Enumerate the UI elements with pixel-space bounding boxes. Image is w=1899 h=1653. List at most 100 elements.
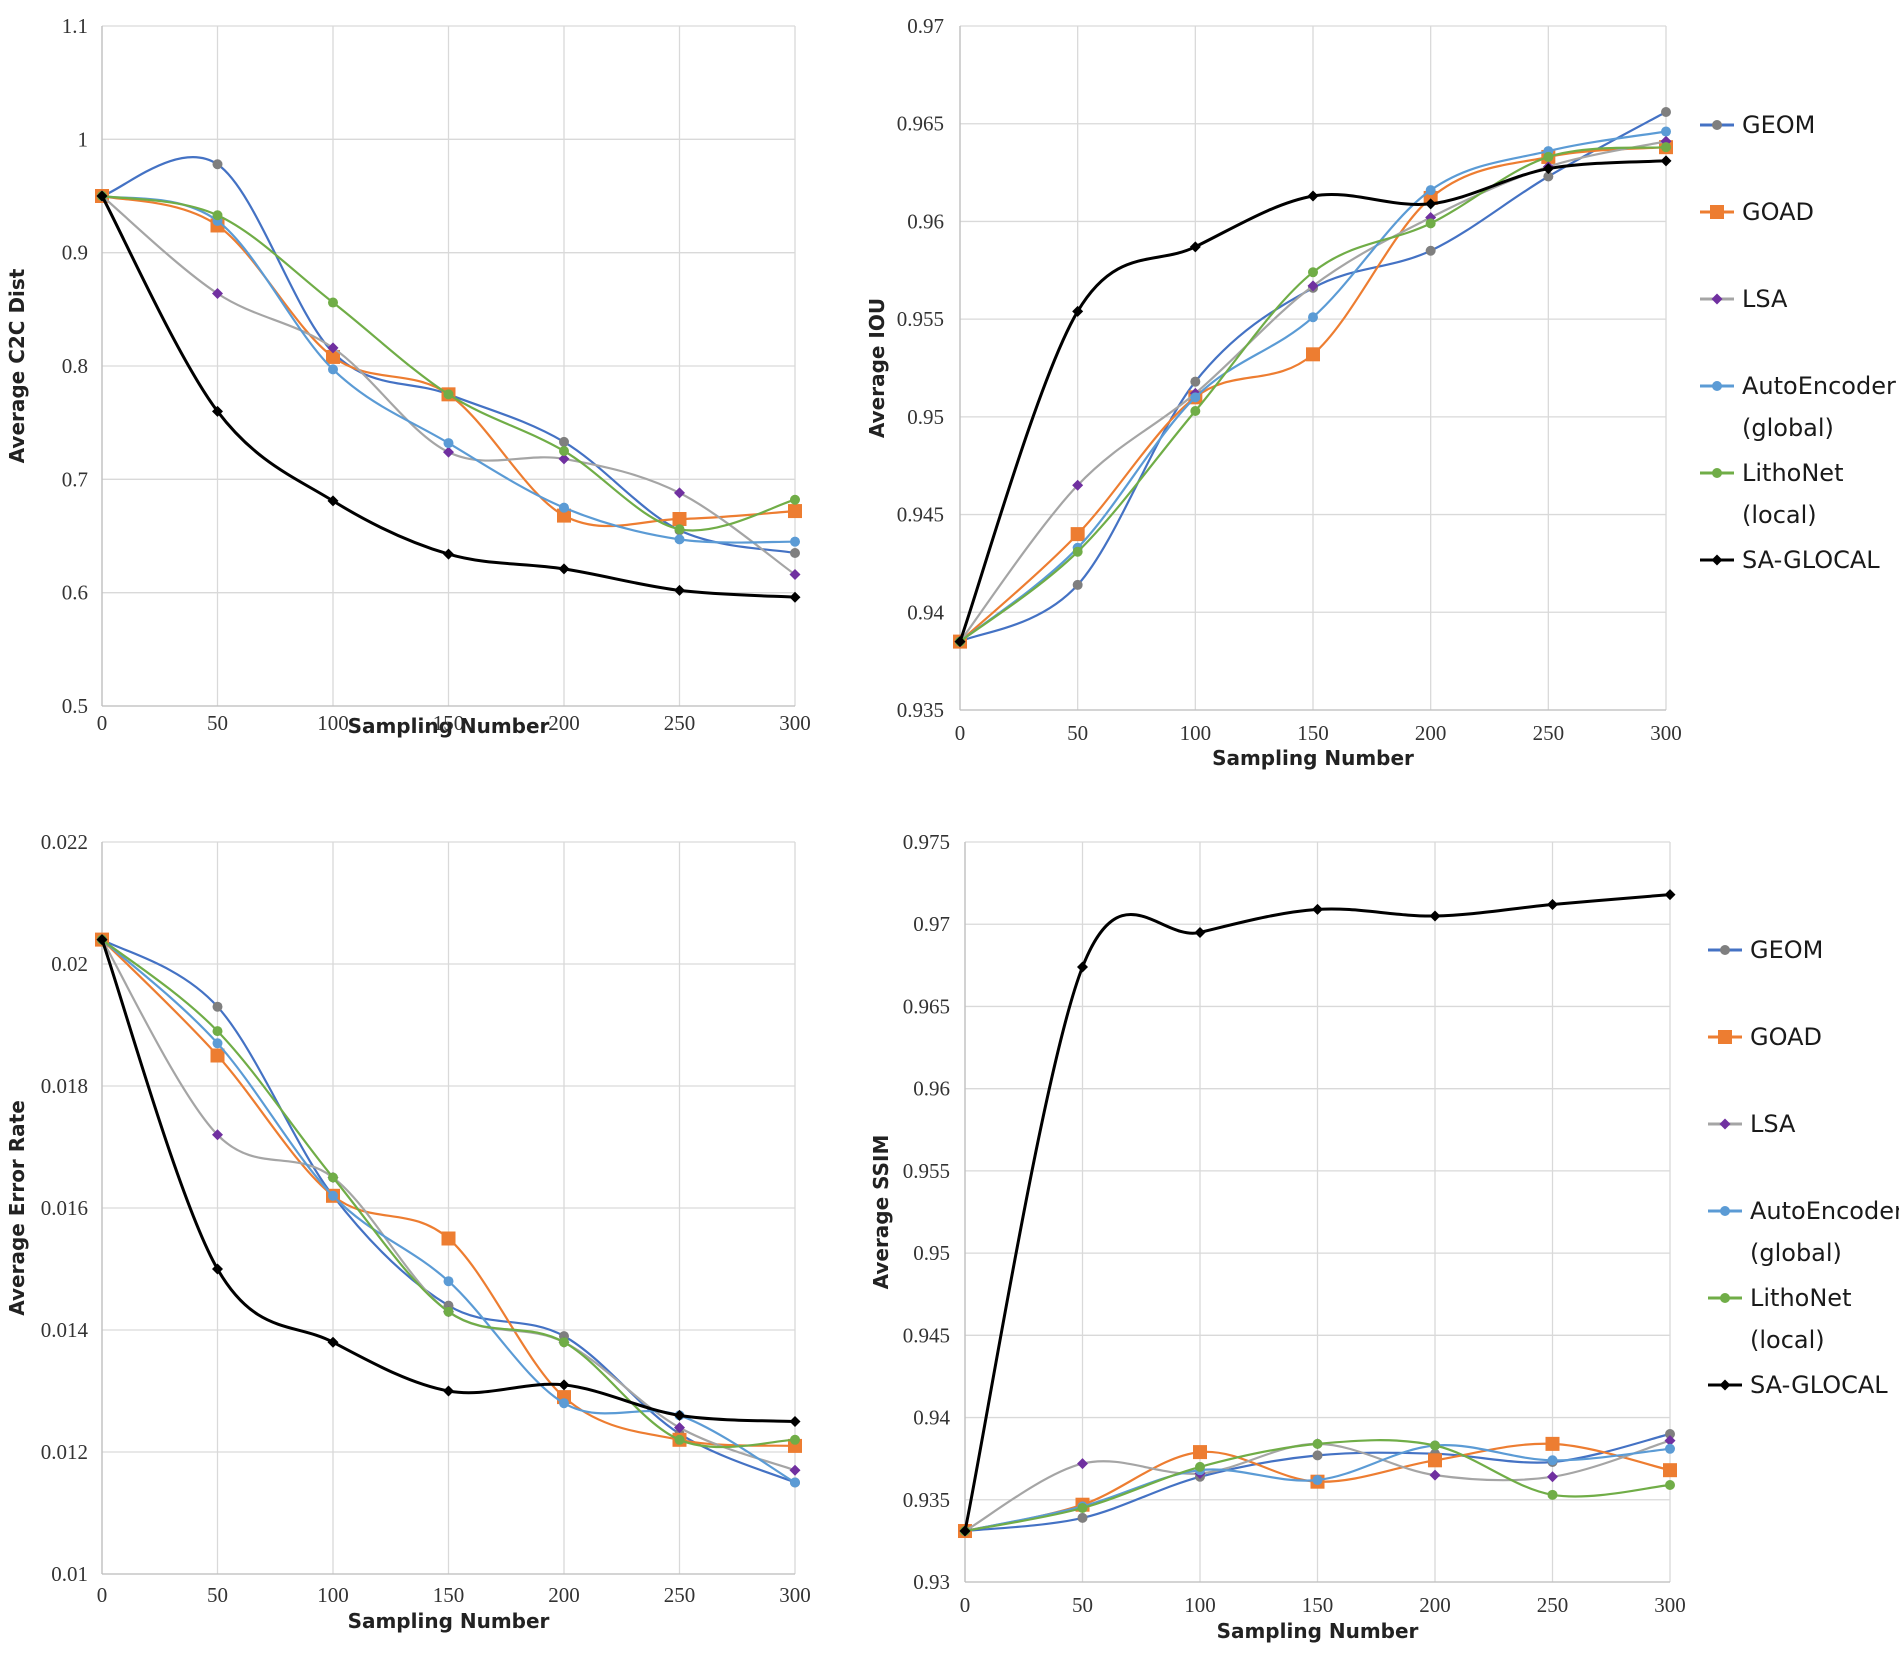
data-point [327,1336,339,1348]
data-point [790,1434,800,1445]
x-tick-label: 250 [664,711,696,735]
x-axis-title: Sampling Number [1217,1619,1419,1643]
x-tick-label: 250 [664,1583,696,1607]
data-point [1072,546,1083,557]
data-point [1661,126,1671,137]
data-point [559,1398,569,1409]
legend-swatch-marker [1712,120,1722,130]
legend-swatch-marker [1718,1030,1732,1044]
legend-label: AutoEncoder (global) [1750,1197,1899,1267]
x-tick-label: 200 [548,1583,580,1607]
x-tick-label: 0 [955,721,966,745]
legend-label: GOAD [1742,198,1814,226]
data-point [1665,1429,1675,1439]
data-point [789,1416,801,1427]
data-point [1428,1453,1442,1468]
data-point [212,1129,223,1141]
data-point [212,159,223,170]
y-tick-label: 0.97 [907,14,944,38]
legend-item-autoencoder: AutoEncoder (global) [1700,372,1896,442]
legend-item-sa-glocal: SA-GLOCAL [1708,1371,1888,1399]
data-point [443,548,454,560]
data-point [790,536,800,547]
y-tick-label: 0.5 [62,694,88,718]
data-point [790,494,800,505]
ssim-chart: 0.93 0.935 0.94 0.945 0.95 0.955 0.96 0.965 0.97… [869,830,1899,1643]
y-tick-label: 0.018 [41,1074,88,1098]
legend-label: AutoEncoder (global) [1742,372,1896,442]
data-point [1308,267,1318,278]
data-point [674,1409,685,1421]
data-point [443,438,454,449]
data-point [1547,1455,1558,1466]
y-tick-label: 0.95 [913,1241,950,1265]
y-tick-label: 0.8 [62,354,88,378]
legend-label: SA-GLOCAL [1750,1371,1888,1399]
y-tick-label: 0.93 [913,1570,950,1594]
data-point [212,210,223,221]
legend-item-lsa: LSA [1700,285,1788,313]
legend-item-geom: GEOM [1708,936,1823,964]
data-point [1194,926,1206,938]
data-point [212,1038,223,1049]
data-point [443,1276,454,1287]
y-tick-label: 0.7 [62,467,88,491]
x-tick-label: 0 [960,1593,971,1617]
series-line [958,159,1667,643]
data-point [1543,171,1554,182]
data-point [1661,106,1671,117]
data-point [96,190,108,202]
data-point [674,534,685,545]
data-point [327,495,339,507]
data-point [1547,1471,1558,1483]
y-axis-title: Average C2C Dist [5,268,29,463]
legend-swatch-marker [1720,1293,1730,1303]
data-point [1308,312,1318,323]
y-tick-label: 1.1 [62,14,88,38]
y-tick-label: 0.94 [913,1406,950,1430]
y-tick-label: 0.012 [41,1440,88,1464]
x-tick-label: 150 [433,711,465,735]
x-tick-label: 100 [317,1583,349,1607]
data-point [1545,1436,1560,1451]
data-point [674,1434,685,1445]
y-axis-title: Average Error Rate [5,1100,29,1316]
legend: GEOM GOAD LSA AutoEncoder (global) LithoNet (l… [1708,936,1899,1399]
data-point [1312,1450,1323,1461]
legend-label: GOAD [1750,1023,1822,1051]
data-point [674,584,685,596]
data-point [212,1263,223,1275]
data-point [674,524,685,535]
y-tick-label: 1 [78,127,89,151]
x-tick-label: 200 [1419,1593,1451,1617]
data-point [557,508,571,523]
data-point [1307,280,1319,292]
legend-label: LithoNet (local) [1750,1284,1851,1354]
legend-swatch-marker [1720,945,1730,955]
legend-item-goad: GOAD [1700,198,1814,226]
data-point [1307,190,1319,202]
data-point [441,1231,456,1246]
data-point [443,1385,454,1397]
data-point [1072,479,1084,491]
series-lithonet [960,1438,1675,1537]
data-point [212,1026,223,1037]
data-point [1072,579,1083,590]
data-point [1425,198,1437,210]
data-point [212,287,223,299]
data-point [1312,1438,1323,1449]
legend-swatch-marker [1710,205,1724,219]
legend-label: GEOM [1742,111,1815,139]
y-tick-label: 0.022 [41,830,88,854]
data-point [212,405,223,417]
legend-swatch-marker [1711,554,1723,566]
y-tick-label: 0.955 [903,1159,950,1183]
data-point [558,1379,570,1391]
y-tick-label: 0.6 [62,581,88,605]
data-point [443,446,454,458]
y-tick-label: 0.97 [913,912,950,936]
x-tick-label: 100 [1180,721,1212,745]
x-tick-label: 300 [779,711,811,735]
data-point [1547,1489,1558,1500]
data-point [212,1001,223,1012]
